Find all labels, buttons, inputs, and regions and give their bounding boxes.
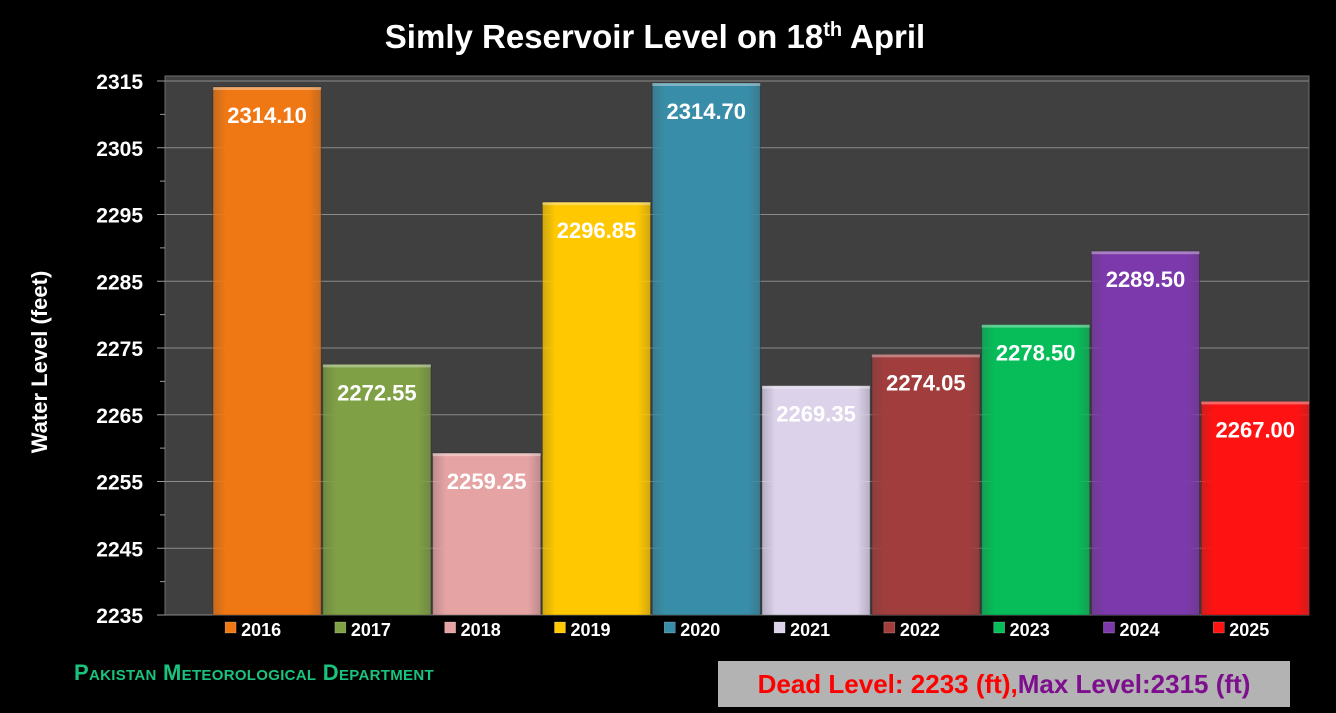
legend-label: 2024 bbox=[1119, 620, 1159, 640]
bar-top-highlight bbox=[652, 83, 761, 87]
data-label: 2314.70 bbox=[667, 99, 747, 124]
data-label: 2278.50 bbox=[996, 341, 1076, 366]
chart-title: Simly Reservoir Level on 18th April bbox=[384, 18, 926, 55]
legend-swatch-2021 bbox=[773, 621, 786, 634]
data-label: 2296.85 bbox=[557, 218, 637, 243]
legend-swatch-2023 bbox=[993, 621, 1005, 634]
dead-level-text: Dead Level: 2233 (ft) bbox=[757, 668, 1011, 699]
legend-label: 2025 bbox=[1229, 620, 1269, 640]
legend-swatch-2019 bbox=[554, 621, 566, 634]
bar-2021 bbox=[761, 385, 871, 616]
y-tick-label: 2305 bbox=[96, 138, 143, 161]
bar-2019 bbox=[541, 201, 652, 616]
levels-separator: , bbox=[1010, 668, 1018, 699]
bar-top-highlight bbox=[322, 364, 431, 368]
bar-top-highlight bbox=[1201, 401, 1310, 405]
data-label: 2259.25 bbox=[447, 469, 527, 494]
bar-top-highlight bbox=[213, 87, 322, 91]
legend-swatch-2017 bbox=[334, 621, 347, 634]
bar-top-highlight bbox=[762, 385, 871, 389]
y-tick-label: 2265 bbox=[96, 405, 143, 428]
max-level-text: Max Level:2315 (ft) bbox=[1017, 668, 1251, 699]
bar-2018 bbox=[432, 452, 542, 616]
legend-swatch-2024 bbox=[1103, 621, 1115, 634]
legend-swatch-2020 bbox=[664, 621, 676, 634]
data-label: 2274.05 bbox=[886, 370, 966, 395]
data-label: 2269.35 bbox=[776, 402, 856, 427]
bar-top-highlight bbox=[981, 324, 1090, 328]
y-tick-label: 2295 bbox=[96, 205, 143, 228]
data-label: 2272.55 bbox=[337, 380, 417, 405]
legend-label: 2021 bbox=[790, 620, 830, 640]
bar-top-highlight bbox=[542, 202, 651, 206]
legend-swatch-2016 bbox=[224, 621, 237, 634]
legend-label: 2019 bbox=[570, 620, 610, 640]
organization-name: Pakistan Meteorological Department bbox=[74, 660, 434, 685]
bar-2025 bbox=[1200, 400, 1310, 616]
y-tick-label: 2245 bbox=[96, 538, 143, 561]
y-tick-label: 2315 bbox=[96, 71, 143, 94]
bar-top-highlight bbox=[1091, 251, 1200, 255]
bar-chart: 2315 2305 2295 2285 2275 2265 2255 2245 2235 231… bbox=[96, 71, 1310, 640]
legend-label: 2016 bbox=[241, 620, 281, 640]
legend-swatch-2018 bbox=[444, 621, 456, 634]
bar-2024 bbox=[1090, 250, 1201, 616]
y-tick-label: 2255 bbox=[96, 472, 143, 495]
bar-top-highlight bbox=[871, 354, 980, 358]
bar-2017 bbox=[322, 363, 432, 616]
legend-swatch-2025 bbox=[1213, 621, 1225, 634]
y-tick-label: 2275 bbox=[96, 338, 143, 361]
reservoir-levels-box: Dead Level: 2233 (ft), Max Level:2315 (ft… bbox=[718, 661, 1290, 707]
legend-label: 2023 bbox=[1010, 620, 1050, 640]
bar-top-highlight bbox=[432, 453, 541, 457]
legend-label: 2020 bbox=[680, 620, 720, 640]
bar-2016 bbox=[212, 86, 322, 616]
legend-swatch-2022 bbox=[883, 621, 896, 634]
data-label: 2314.10 bbox=[227, 103, 307, 128]
data-label: 2289.50 bbox=[1106, 267, 1186, 292]
y-tick-label: 2235 bbox=[96, 605, 143, 628]
data-label: 2267.00 bbox=[1216, 417, 1296, 442]
legend-label: 2022 bbox=[900, 620, 940, 640]
legend-label: 2018 bbox=[461, 620, 501, 640]
bar-2020 bbox=[651, 82, 761, 616]
legend-label: 2017 bbox=[351, 620, 391, 640]
bar-2023 bbox=[981, 324, 1091, 616]
bar-2022 bbox=[871, 353, 981, 616]
y-tick-label: 2285 bbox=[96, 271, 143, 294]
